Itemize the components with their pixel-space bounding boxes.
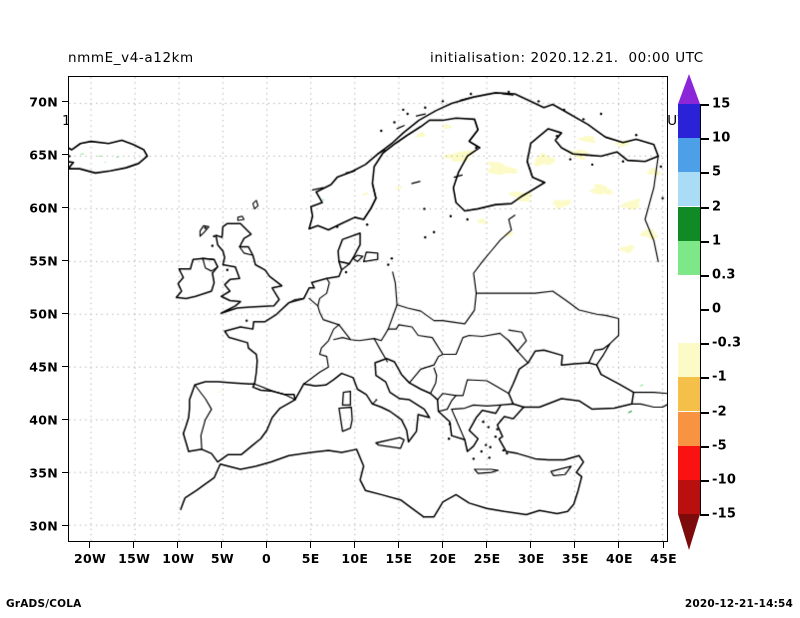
colorbar-tick-label: -10 (712, 472, 737, 488)
colorbar-tick (700, 377, 709, 380)
lon-tick (442, 542, 443, 548)
lon-tick (574, 542, 576, 548)
colorbar-tick (700, 206, 709, 209)
colorbar-under-arrow (678, 514, 700, 550)
colorbar-band (678, 240, 700, 275)
colorbar-tick-label: 0 (712, 301, 722, 317)
lon-tick-label: 25E (473, 551, 501, 566)
lon-tick (397, 542, 399, 548)
colorbar-band (678, 172, 700, 207)
colorbar-tick (700, 343, 709, 346)
colorbar-tick (700, 514, 709, 516)
colorbar-band (678, 343, 700, 378)
colorbar-band (678, 445, 700, 480)
colorbar-tick-label: -1 (712, 369, 727, 385)
colorbar-tick (700, 445, 709, 448)
colorbar-tick-label: -2 (712, 404, 727, 419)
lat-tick-label: 45N (29, 359, 58, 375)
lon-tick-label: 20W (74, 551, 107, 566)
lon-tick-label: 15W (118, 551, 151, 566)
lon-tick-label: 5E (301, 551, 320, 566)
snow-accumulation-map (69, 77, 667, 541)
lon-tick (177, 542, 179, 548)
colorbar-tick (700, 172, 709, 175)
lon-tick-label: 45E (650, 551, 677, 566)
producer-credit: GrADS/COLA (6, 598, 82, 610)
lon-tick (265, 542, 267, 548)
lon-tick-label: 15E (385, 551, 413, 566)
lon-tick-label: 10W (162, 551, 195, 566)
lon-tick (530, 542, 532, 548)
initialisation-time: initialisation: 2020.12.21. 00:00 UTC (430, 50, 704, 66)
lon-tick (221, 542, 223, 548)
lat-tick-label: 40N (29, 412, 58, 428)
lon-tick (662, 542, 664, 548)
colorbar-band (678, 411, 700, 446)
lon-tick-label: 40E (606, 551, 633, 566)
lon-tick-label: 0 (262, 551, 272, 566)
colorbar-band (678, 377, 700, 412)
colorbar-band (678, 309, 700, 344)
lat-tick-label: 30N (29, 518, 58, 534)
colorbar-band (678, 104, 700, 139)
lon-tick (133, 542, 135, 548)
colorbar-tick (700, 274, 709, 277)
lon-tick-label: 30E (517, 551, 545, 566)
lon-tick (89, 542, 91, 548)
colorbar-tick-label: -15 (712, 506, 737, 522)
colorbar-tick-label: 10 (712, 130, 731, 146)
colorbar-tick-label: -0.3 (712, 335, 742, 351)
colorbar-tick (700, 309, 709, 311)
colorbar-band (678, 274, 700, 309)
map-plot-area[interactable] (68, 76, 668, 542)
colorbar-tick-label: 0.3 (712, 267, 736, 283)
lat-tick-label: 50N (29, 306, 58, 322)
colorbar-tick (700, 479, 709, 482)
colorbar-tick (700, 240, 709, 243)
lon-tick (353, 542, 355, 548)
lon-tick (618, 542, 620, 548)
colorbar-tick-label: -5 (712, 438, 727, 454)
colorbar-band (678, 138, 700, 173)
lon-tick-label: 20E (429, 551, 457, 566)
lat-tick-label: 70N (29, 94, 58, 110)
colorbar-tick-label: 5 (712, 164, 722, 180)
lat-tick-label: 35N (29, 465, 58, 481)
colorbar-band (678, 479, 700, 514)
colorbar-over-arrow (678, 74, 700, 104)
generation-timestamp: 2020-12-21-14:54 (684, 598, 793, 610)
lat-tick-label: 60N (29, 200, 58, 216)
model-title: nmmE_v4-a12km (68, 50, 194, 66)
lon-tick-label: 10E (341, 551, 369, 566)
colorbar-tick (700, 411, 709, 414)
lon-tick-label: 35E (561, 551, 589, 566)
lon-tick (309, 542, 311, 548)
colorbar-tick-label: 1 (712, 233, 722, 249)
colorbar-tick (700, 104, 709, 106)
colorbar-tick (700, 138, 709, 141)
lat-tick-label: 55N (29, 253, 58, 269)
colorbar-tick-label: 15 (712, 96, 731, 112)
colorbar-tick-label: 2 (712, 199, 722, 214)
lat-tick-label: 65N (29, 147, 58, 163)
colorbar-legend[interactable]: 15 10 5 2 1 0.3 0 -0.3 -1 -2 -5 -10 -15 (678, 74, 741, 550)
colorbar-band (678, 206, 700, 241)
header: nmmE_v4-a12km 1h Acc.Snow [cm/1h] initia… (0, 0, 800, 129)
lon-tick (486, 542, 488, 548)
lon-tick-label: 5W (210, 551, 234, 566)
